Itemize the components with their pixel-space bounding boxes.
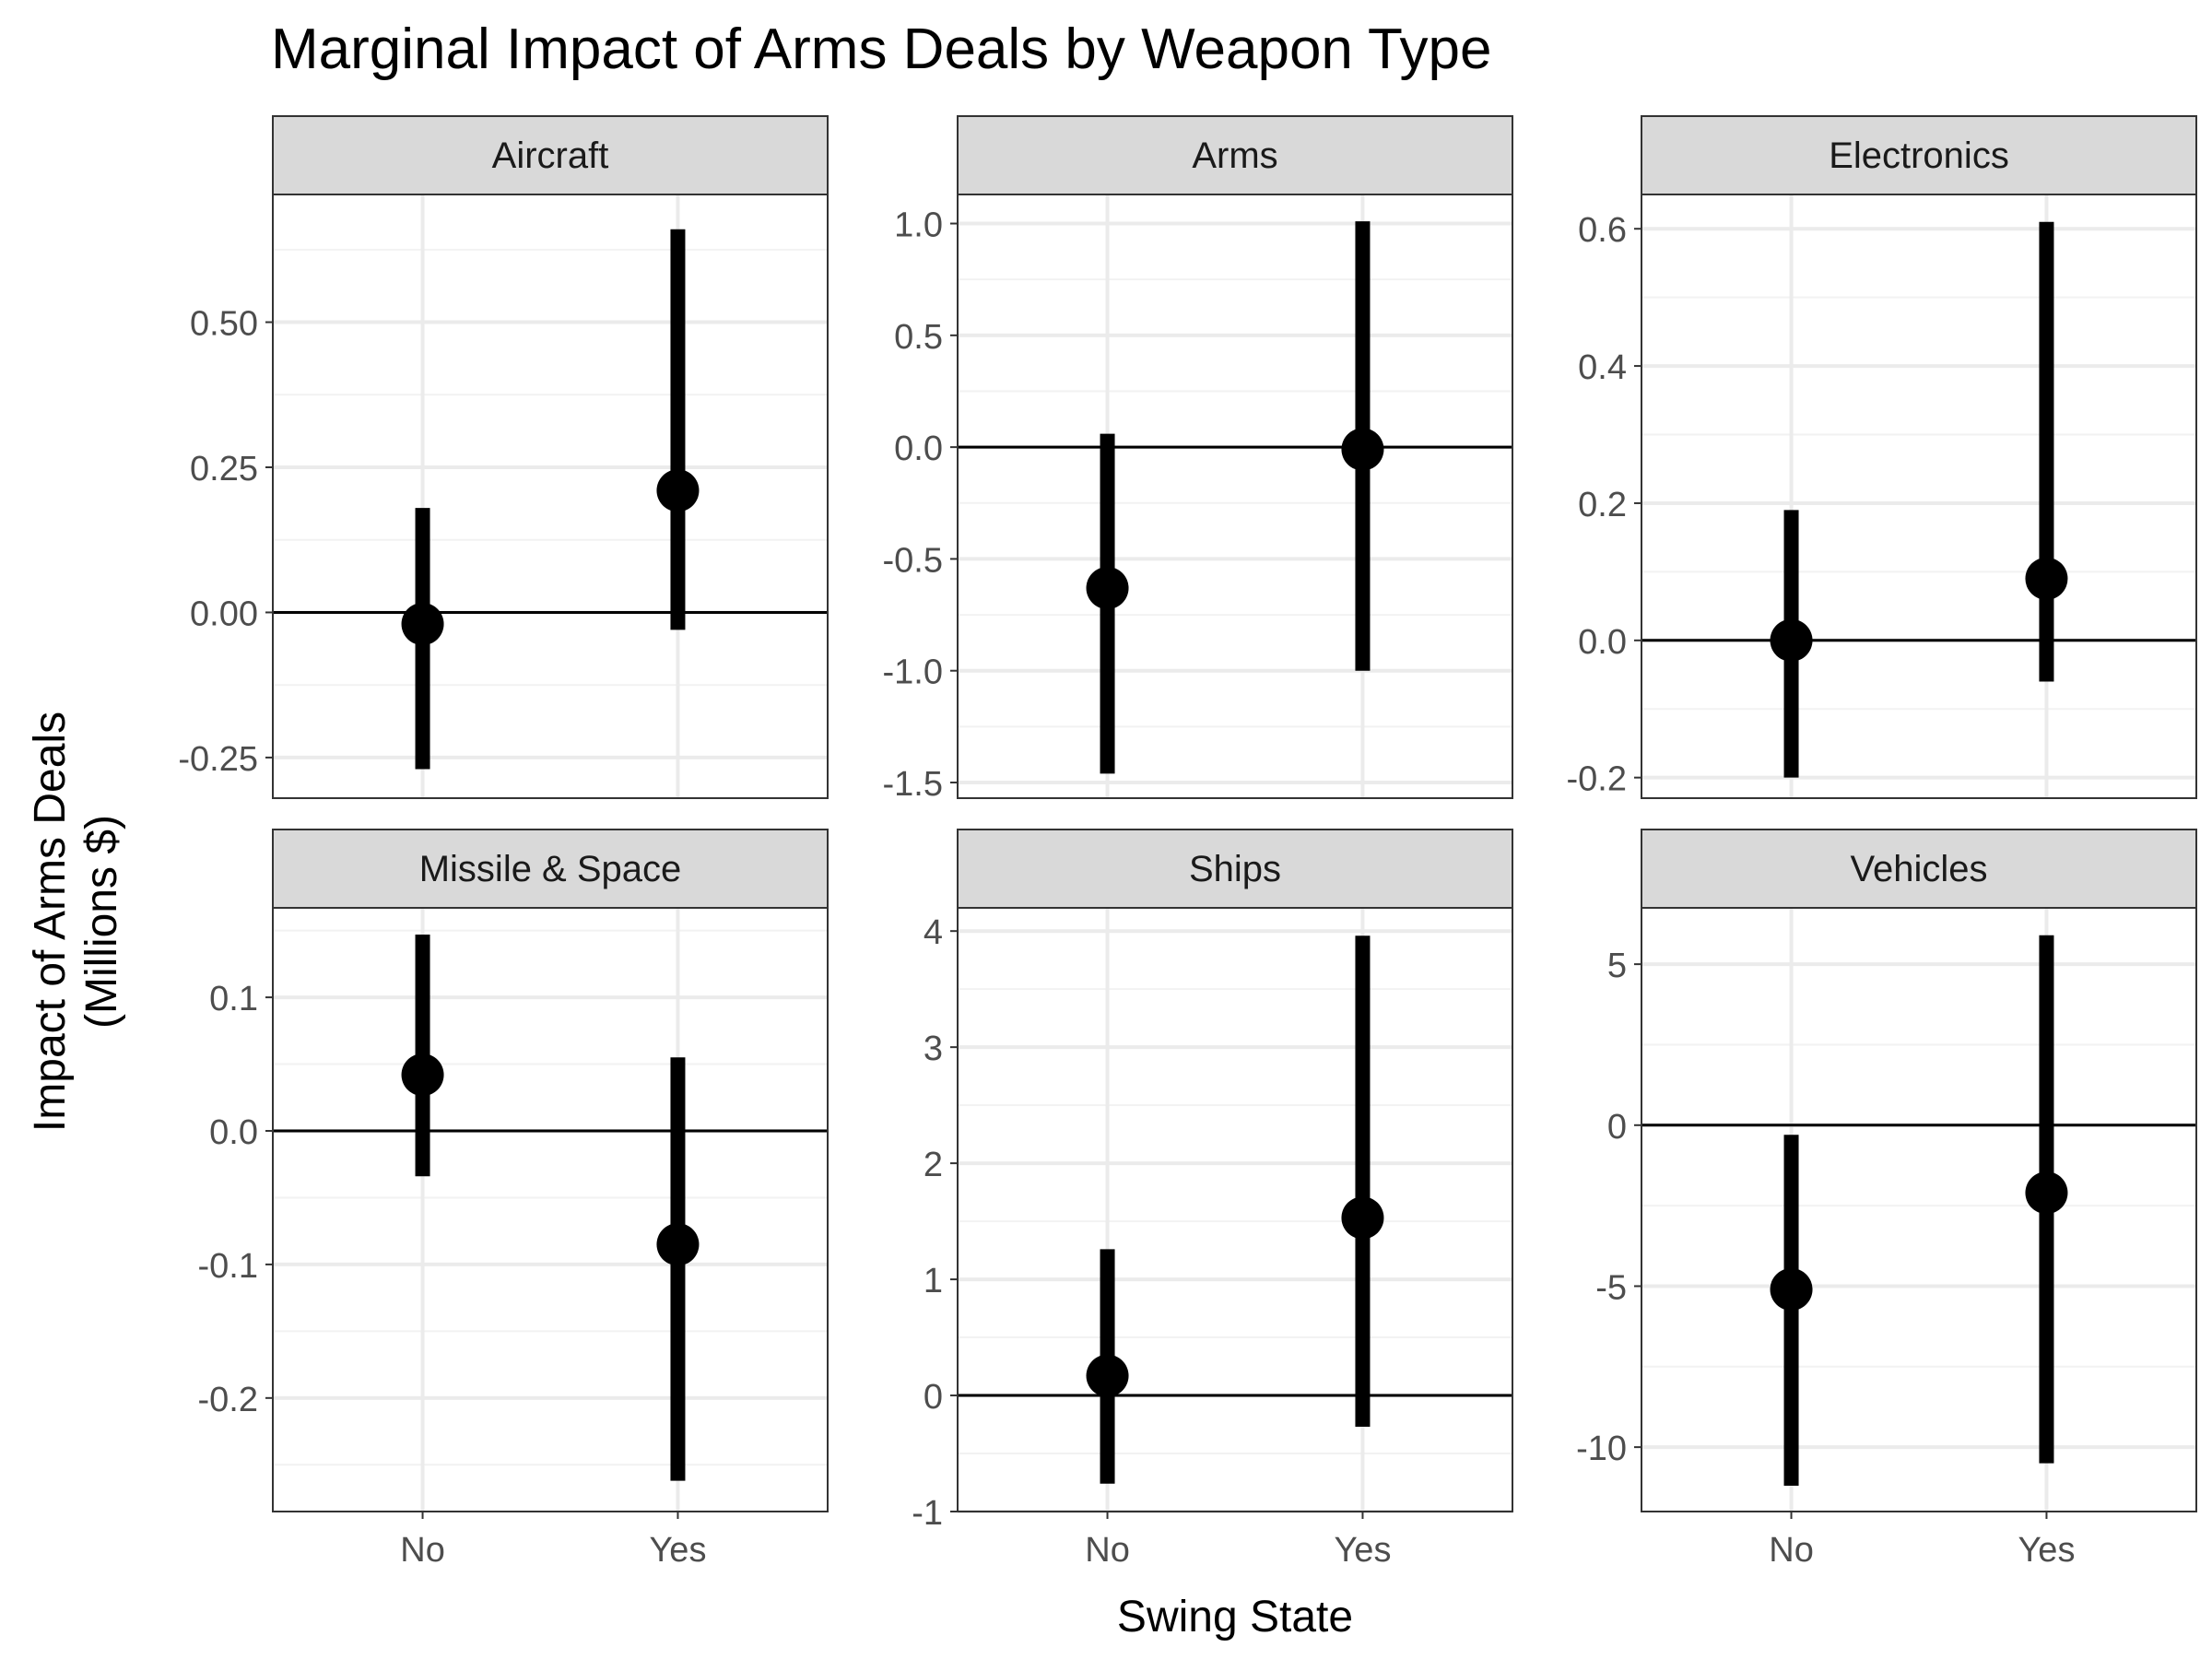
panel-border	[1641, 194, 2197, 799]
y-tick-label: 0.0	[1578, 623, 1627, 662]
point-estimate-yes	[2025, 557, 2068, 600]
point-estimate-no	[1770, 618, 1813, 662]
y-tick-label: -10	[1576, 1430, 1627, 1468]
point-estimate-no	[401, 1053, 444, 1097]
y-tick-label: 0.5	[894, 318, 943, 357]
point-estimate-yes	[656, 1223, 700, 1266]
panel-border	[1641, 907, 2197, 1512]
panel-background	[958, 194, 1512, 798]
point-estimate-yes	[1341, 1196, 1384, 1240]
facet-panel-5: Vehicles -10 -5 0 5 No Yes	[1576, 829, 2197, 1570]
x-tick-label: Yes	[649, 1531, 706, 1570]
x-axis-label: Swing State	[1117, 1593, 1353, 1641]
point-estimate-no	[1086, 1354, 1129, 1397]
facet-strip-label: Aircraft	[492, 135, 609, 176]
y-tick-label: -0.1	[198, 1247, 258, 1286]
facet-panel-2: Electronics -0.2 0.0 0.2 0.4 0.6	[1567, 115, 2197, 799]
facet-panel-1: Arms -1.5 -1.0 -0.5 0.0 0.5 1.0	[883, 115, 1513, 804]
facet-strip-label: Ships	[1189, 849, 1281, 889]
facet-strip	[1641, 115, 2197, 195]
y-axis-label-line-1: Impact of Arms Deals	[26, 712, 75, 1132]
y-tick-label: -1.0	[883, 653, 943, 692]
y-tick-label: 0	[1607, 1108, 1627, 1147]
panel-background	[958, 908, 1512, 1512]
chart-title: Marginal Impact of Arms Deals by Weapon …	[271, 18, 1491, 81]
facet-strip-label: Arms	[1192, 135, 1277, 176]
panel-background	[273, 908, 828, 1512]
facet-strip	[272, 115, 829, 195]
point-estimate-yes	[656, 469, 700, 512]
panel-border	[272, 907, 829, 1512]
panel-border	[957, 907, 1513, 1512]
y-tick-label: 0.4	[1578, 348, 1627, 387]
y-tick-label: -1	[912, 1494, 943, 1533]
point-estimate-yes	[2025, 1171, 2068, 1215]
y-tick-label: -0.2	[1567, 760, 1627, 799]
point-estimate-yes	[1341, 428, 1384, 471]
y-tick-label: -1.5	[883, 765, 943, 804]
facet-strip	[957, 115, 1513, 195]
y-tick-label: 0.0	[209, 1113, 258, 1152]
point-estimate-no	[1770, 1267, 1813, 1311]
facet-panel-3: Missile & Space -0.2 -0.1 0.0 0.1 No Yes	[198, 829, 829, 1570]
y-tick-label: 4	[924, 913, 943, 952]
facet-strip	[957, 829, 1513, 909]
y-tick-label: 3	[924, 1030, 943, 1068]
point-estimate-no	[401, 603, 444, 646]
x-tick-label: Yes	[2018, 1531, 2075, 1570]
facet-strip-label: Vehicles	[1851, 849, 1988, 889]
y-tick-label: 0.2	[1578, 486, 1627, 524]
panel-border	[272, 194, 829, 799]
panel-border	[957, 194, 1513, 799]
y-tick-label: 0.6	[1578, 211, 1627, 250]
y-tick-label: 0	[924, 1378, 943, 1417]
y-tick-label: 1.0	[894, 206, 943, 245]
panel-background	[1641, 908, 2196, 1512]
y-tick-label: -0.25	[178, 740, 258, 779]
y-axis-label-line-2: (Millions $)	[77, 815, 126, 1029]
y-tick-label: 0.00	[190, 594, 258, 633]
x-tick-label: No	[400, 1531, 445, 1570]
facet-strip-label: Missile & Space	[419, 849, 682, 889]
x-tick-label: No	[1085, 1531, 1130, 1570]
y-tick-label: -5	[1595, 1268, 1627, 1307]
y-tick-label: 1	[924, 1262, 943, 1300]
y-tick-label: 0.25	[190, 450, 258, 488]
y-tick-label: 0.1	[209, 980, 258, 1018]
y-tick-label: 0.0	[894, 429, 943, 468]
x-tick-label: No	[1769, 1531, 1814, 1570]
facet-panel-4: Ships -1 0 1 2 3 4 No Yes	[912, 829, 1513, 1570]
facet-strip	[1641, 829, 2197, 909]
panel-background	[273, 194, 828, 798]
y-tick-label: -0.2	[198, 1381, 258, 1419]
facet-panel-0: Aircraft -0.25 0.00 0.25 0.50	[178, 115, 829, 799]
y-tick-label: 0.50	[190, 305, 258, 344]
facet-strip-label: Electronics	[1829, 135, 2009, 176]
y-tick-label: 5	[1607, 947, 1627, 985]
facet-strip	[272, 829, 829, 909]
panel-background	[1641, 194, 2196, 798]
point-estimate-no	[1086, 566, 1129, 609]
x-tick-label: Yes	[1334, 1531, 1391, 1570]
y-tick-label: 2	[924, 1146, 943, 1184]
y-tick-label: -0.5	[883, 541, 943, 580]
